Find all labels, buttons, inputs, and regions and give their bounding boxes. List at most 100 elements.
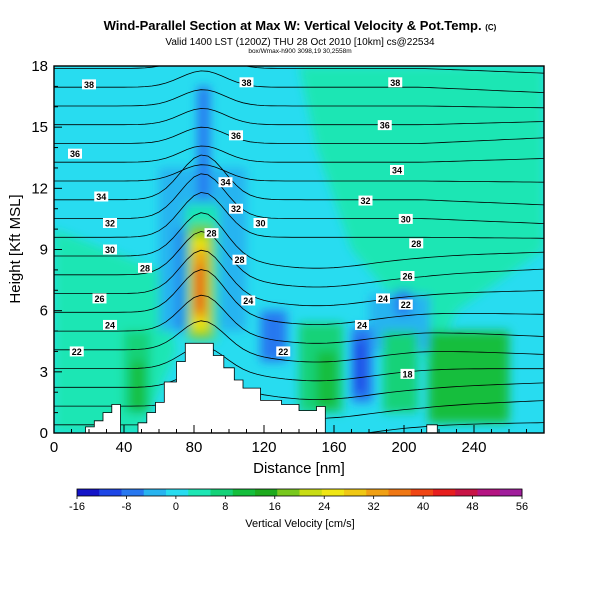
contour-label-bg xyxy=(388,77,403,88)
y-tick-label: 18 xyxy=(31,58,48,75)
contour-label: 38 xyxy=(82,79,96,90)
isentrope-line xyxy=(54,154,544,206)
contour-label-bg xyxy=(398,299,413,310)
x-tick-label: 0 xyxy=(50,439,58,456)
colorbar-swatch xyxy=(188,489,211,496)
contour-label-bg xyxy=(241,295,256,306)
contour-label-text: 26 xyxy=(402,272,412,282)
plot-area: 38 38 38 36 36 36 34 34 34 32 32 32 30 30 30 28 28 28 28 26… xyxy=(54,66,544,433)
colorbar-tick-label: 48 xyxy=(466,501,478,513)
contour-label: 34 xyxy=(218,177,233,188)
isentrope-line xyxy=(54,269,544,325)
colorbar-swatch xyxy=(299,489,323,496)
contour-label-text: 26 xyxy=(94,294,104,304)
contour-label-bg xyxy=(358,195,373,206)
contour-label-text: 18 xyxy=(402,369,412,379)
contour-label-text: 32 xyxy=(105,218,115,228)
contour-label: 22 xyxy=(69,346,84,357)
y-axis-title: Height [Kft MSL] xyxy=(7,194,24,303)
isentrope-line xyxy=(54,66,544,74)
colorbar-tick-label: 16 xyxy=(269,501,281,513)
contour-label: 30 xyxy=(398,213,413,224)
colorbar-tick-label: 40 xyxy=(417,501,429,513)
colorbar-frame xyxy=(76,488,523,497)
chart-subtitle: Valid 1400 LST (1200Z) THU 28 Oct 2010 [… xyxy=(165,37,435,48)
contour-label-text: 38 xyxy=(84,80,94,90)
contour-label-bg xyxy=(138,262,152,273)
contour-label-bg xyxy=(229,203,243,214)
isentrope-line xyxy=(54,164,544,183)
colorbar-swatch xyxy=(277,489,300,496)
contour-label-text: 24 xyxy=(105,320,115,330)
contour-label: 32 xyxy=(358,195,373,206)
contour-label-text: 30 xyxy=(255,218,265,228)
isentrope-line xyxy=(54,126,544,144)
contour-label: 22 xyxy=(276,346,291,357)
contour-label-text: 34 xyxy=(392,165,402,175)
contour-label-text: 22 xyxy=(278,347,288,357)
contour-label-text: 28 xyxy=(206,229,216,239)
contour-label-text: 28 xyxy=(140,263,150,273)
colorbar-swatch xyxy=(366,489,389,496)
colorbar-tick-label: -16 xyxy=(69,501,85,513)
contour-label: 36 xyxy=(229,130,243,141)
contour-label-bg xyxy=(376,293,390,304)
isentrope-line xyxy=(54,231,544,288)
isentrope-line xyxy=(54,212,544,269)
y-tick-label: 0 xyxy=(40,425,48,442)
x-tick-label: 40 xyxy=(116,439,133,456)
contour-label: 28 xyxy=(232,254,247,265)
contour-label: 36 xyxy=(377,120,392,131)
contour-label-bg xyxy=(69,346,84,357)
contour-label: 36 xyxy=(68,148,82,159)
contour-label-text: 22 xyxy=(401,300,411,310)
contour-label-bg xyxy=(68,148,82,159)
contour-label: 30 xyxy=(103,244,117,255)
contour-label-bg xyxy=(355,319,369,330)
contour-label: 30 xyxy=(253,217,268,228)
contour-label-text: 32 xyxy=(231,204,241,214)
contour-label: 18 xyxy=(400,368,415,379)
contour-label-bg xyxy=(232,254,247,265)
contour-label: 38 xyxy=(239,77,254,88)
y-tick-label: 12 xyxy=(31,180,48,197)
colorbar-swatch xyxy=(344,489,367,496)
colorbar-tick-label: 0 xyxy=(173,501,179,513)
contour-label-bg xyxy=(398,213,413,224)
colorbar-swatch xyxy=(232,489,256,496)
colorbar-swatch xyxy=(166,489,189,496)
isentrope-line xyxy=(54,192,544,239)
contour-label-bg xyxy=(103,319,117,330)
isentrope-line xyxy=(54,108,544,126)
contour-label-text: 36 xyxy=(70,149,80,159)
contour-label-text: 32 xyxy=(360,196,370,206)
isentrope-line xyxy=(54,249,544,307)
contour-label-text: 30 xyxy=(401,214,411,224)
colorbar-swatch xyxy=(143,489,167,496)
contour-label-text: 24 xyxy=(357,320,367,330)
contour-label-text: 34 xyxy=(96,192,106,202)
contour-label-bg xyxy=(253,217,268,228)
colorbar-swatch xyxy=(321,489,345,496)
colorbar-swatch xyxy=(499,489,523,496)
colorbar-swatch xyxy=(410,489,434,496)
isentrope-line xyxy=(54,89,544,109)
contour-label-text: 22 xyxy=(72,347,82,357)
contour-label-text: 30 xyxy=(105,245,115,255)
colorbar-swatch xyxy=(210,489,234,496)
y-tick-label: 6 xyxy=(40,303,48,320)
contour-label-text: 36 xyxy=(380,121,390,131)
contour-label: 28 xyxy=(204,228,219,239)
terrain xyxy=(54,342,544,433)
y-tick-label: 3 xyxy=(40,364,48,381)
colorbar-swatch xyxy=(477,489,501,496)
isentrope-line xyxy=(54,294,544,344)
colorbar-tick-label: 24 xyxy=(318,501,330,513)
chart-title: Wind-Parallel Section at Max W: Vertical… xyxy=(0,18,600,33)
y-tick-label: 15 xyxy=(31,119,48,136)
contour-label: 28 xyxy=(138,262,152,273)
colorbar-swatch xyxy=(433,489,456,496)
isentrope-line xyxy=(54,320,544,363)
isentrope-line xyxy=(54,371,544,400)
